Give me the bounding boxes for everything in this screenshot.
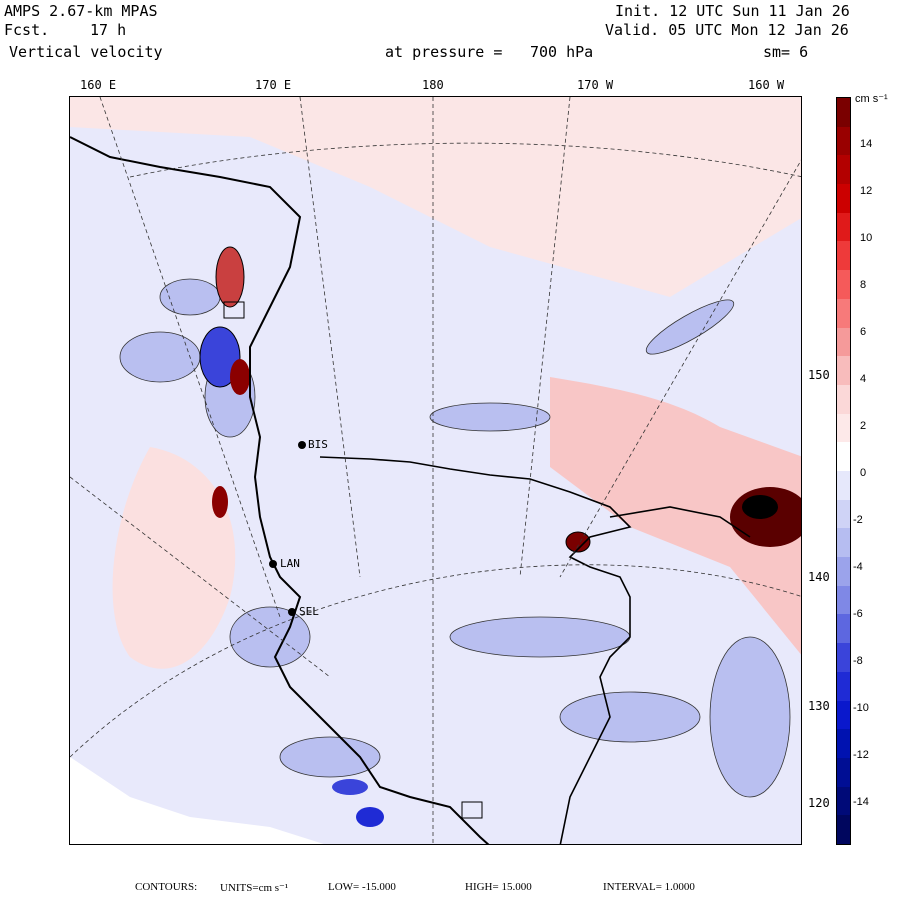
- colorbar-tick-label: -6: [853, 608, 863, 620]
- lon-tick-170e: 170 E: [255, 78, 292, 92]
- positive-region-east: [550, 377, 801, 655]
- station-label-lan: LAN: [280, 557, 300, 570]
- pressure-label: at pressure =: [385, 43, 503, 61]
- colorbar-tick-label: 0: [860, 467, 867, 479]
- colorbar-segment: [837, 184, 850, 214]
- colorbar-segment: [837, 270, 850, 300]
- white-region-sw: [70, 517, 324, 844]
- colorbar-tick-label: 8: [860, 279, 867, 291]
- colorbar-segment: [837, 585, 850, 615]
- colorbar-segment: [837, 471, 850, 501]
- coastline-west: [70, 136, 490, 844]
- colorbar-segment: [837, 671, 850, 702]
- colorbar-tick-label: 2: [860, 420, 867, 432]
- colorbar-tick-label: -2: [853, 514, 863, 526]
- colorbar-tick-label: 6: [860, 326, 867, 338]
- colorbar-tick-label: 4: [860, 373, 867, 385]
- inset-box-2: [223, 301, 245, 319]
- valid-time: Valid. 05 UTC Mon 12 Jan 26: [605, 21, 849, 39]
- strong-cores: [199, 246, 801, 827]
- colorbar-segment: [837, 729, 850, 759]
- colorbar-segment: [837, 700, 850, 730]
- lat-lon-grid: [70, 97, 801, 844]
- lon-tick-170w: 170 W: [577, 78, 614, 92]
- footer-low: LOW= -15.000: [328, 881, 396, 893]
- colorbar-segment: [837, 614, 850, 644]
- inset-box-1: [461, 801, 483, 819]
- colorbar-segment: [837, 786, 850, 816]
- colorbar-segment: [837, 442, 850, 472]
- colorbar-segment: [837, 212, 850, 242]
- station-label-sel: SEL: [299, 605, 319, 618]
- colorbar-segment: [837, 557, 850, 587]
- ice-shelf-edge: [319, 456, 632, 844]
- lon-tick-160w: 160 W: [748, 78, 785, 92]
- colorbar-segment: [837, 413, 850, 443]
- colorbar-units: cm s⁻¹: [855, 93, 888, 105]
- footer-contours: CONTOURS:: [135, 881, 198, 893]
- lon-tick-180: 180: [422, 78, 444, 92]
- footer-interval: INTERVAL= 1.0000: [603, 881, 695, 893]
- lon-tick-160e: 160 E: [80, 78, 117, 92]
- colorbar-tick-label: 10: [860, 232, 873, 244]
- colorbar-tick-label: -4: [853, 561, 863, 573]
- colorbar-segment: [837, 327, 850, 357]
- field-name: Vertical velocity: [9, 43, 163, 61]
- smoothing-label: sm= 6: [763, 43, 809, 61]
- positive-region-west: [112, 447, 236, 669]
- colorbar-tick-label: -8: [853, 655, 863, 667]
- colorbar-segment: [837, 815, 850, 845]
- coastline-east: [609, 506, 751, 538]
- forecast-hour: 17 h: [90, 21, 127, 39]
- colorbar-tick-label: -14: [853, 796, 869, 808]
- pressure-value: 700 hPa: [530, 43, 594, 61]
- colorbar-segment: [837, 155, 850, 185]
- station-marker-sel: [288, 608, 296, 616]
- colorbar-segment: [837, 384, 850, 415]
- map-svg: [70, 97, 801, 844]
- station-marker-bis: [298, 441, 306, 449]
- colorbar-segment: [837, 528, 850, 558]
- colorbar-tick-label: 14: [860, 138, 873, 150]
- footer-units: UNITS=cm s⁻¹: [220, 882, 289, 894]
- colorbar-segment: [837, 241, 850, 271]
- colorbar: [836, 97, 851, 845]
- colorbar-segment: [837, 98, 850, 128]
- colorbar-segment: [837, 356, 850, 386]
- footer-high: HIGH= 15.000: [465, 881, 532, 893]
- forecast-label: Fcst.: [4, 21, 50, 39]
- station-label-bis: BIS: [308, 438, 328, 451]
- colorbar-tick-label: -12: [853, 749, 869, 761]
- colorbar-tick-label: 12: [860, 185, 873, 197]
- colorbar-segment: [837, 757, 850, 788]
- station-markers: [269, 441, 306, 616]
- colorbar-tick-label: -10: [853, 702, 869, 714]
- map-panel: [69, 96, 802, 845]
- colorbar-segment: [837, 298, 850, 329]
- init-time: Init. 12 UTC Sun 11 Jan 26: [615, 2, 850, 20]
- colorbar-segment: [837, 126, 850, 156]
- station-marker-lan: [269, 560, 277, 568]
- model-title: AMPS 2.67-km MPAS: [4, 2, 158, 20]
- positive-region-north: [70, 97, 801, 297]
- colorbar-segment: [837, 499, 850, 529]
- colorbar-segment: [837, 643, 850, 673]
